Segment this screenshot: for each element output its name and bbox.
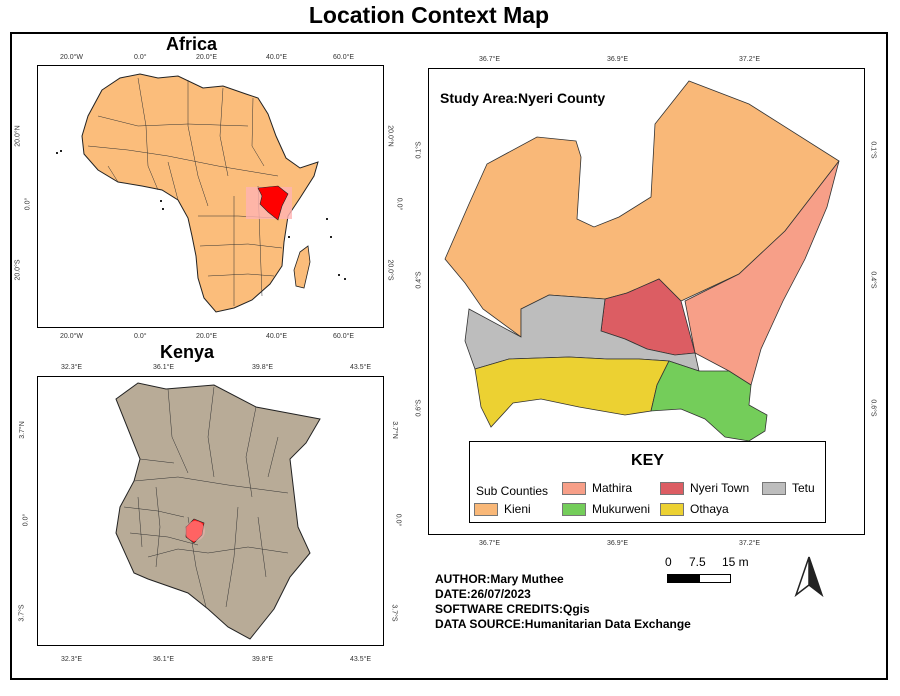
madagascar-island — [293, 245, 311, 289]
kenya-left-tick: 3.7°S — [18, 604, 26, 622]
africa-bottom-tick: 40.0°E — [266, 333, 288, 340]
legend-swatch — [660, 502, 684, 516]
kenya-top-tick: 32.3°E — [61, 364, 83, 371]
study-top-tick: 36.9°E — [607, 56, 629, 63]
page-title: Location Context Map — [308, 2, 550, 28]
kenya-right-tick: 0.0° — [394, 513, 402, 527]
africa-top-tick: 0.0° — [134, 54, 147, 61]
kenya-right-tick: 3.7°N — [390, 421, 398, 439]
africa-top-tick: 20.0°W — [60, 54, 84, 61]
africa-bottom-tick: 0.0° — [134, 333, 147, 340]
legend-heading-text: Sub Counties — [476, 484, 549, 498]
legend-label: Mukurweni — [592, 502, 651, 516]
africa-right-tick: 20.0°S — [386, 259, 394, 281]
legend-swatch — [474, 502, 498, 516]
legend-label: Nyeri Town — [690, 481, 750, 495]
legend-swatch — [562, 481, 586, 495]
nyeri-highlight — [185, 518, 205, 544]
kenya-bottom-tick: 43.5°E — [350, 656, 372, 663]
africa-map-svg — [56, 73, 346, 313]
africa-left-tick: 20.0°N — [14, 125, 22, 147]
nyeri-highlight-halo — [185, 521, 205, 541]
study-right-tick: 0.6°S — [869, 399, 877, 417]
legend-label: Mathira — [592, 481, 633, 495]
kenya-top-tick: 39.8°E — [252, 364, 274, 371]
legend-item: Nyeri Town — [660, 481, 749, 495]
legend-item: Kieni — [474, 502, 531, 516]
subcounty-othaya — [474, 356, 670, 428]
africa-top-tick: 20.0°E — [196, 54, 218, 61]
study-right-tick: 0.4°S — [869, 271, 877, 289]
africa-bottom-tick: 20.0°E — [196, 333, 218, 340]
legend-item: Othaya — [660, 502, 729, 516]
kenya-map-svg — [115, 382, 321, 640]
africa-right-tick: 0.0° — [395, 197, 403, 211]
study-bottom-tick: 36.9°E — [607, 540, 629, 547]
africa-left-tick: 0.0° — [24, 197, 32, 211]
kenya-map — [37, 376, 384, 646]
africa-left-tick: 20.0°S — [14, 259, 22, 281]
scale-label: 7.5 — [689, 555, 706, 569]
north-arrow-icon — [794, 556, 824, 597]
legend-item: Mukurweni — [562, 502, 650, 516]
legend-heading: Sub Counties — [476, 484, 548, 498]
africa-small-islands — [56, 150, 346, 280]
kenya-left-tick: 3.7°N — [18, 421, 26, 439]
legend-label: Kieni — [504, 502, 531, 516]
author-text: AUTHOR:Mary Muthee — [435, 572, 564, 586]
africa-bottom-tick: 20.0°W — [60, 333, 84, 340]
legend-label: Tetu — [792, 481, 815, 495]
software-credits-text: SOFTWARE CREDITS:Qgis — [435, 602, 590, 616]
legend-swatch — [562, 502, 586, 516]
scale-bar — [667, 574, 731, 583]
study-area-label: Study Area:Nyeri County — [440, 90, 606, 106]
study-area-svg — [444, 80, 840, 442]
africa-continent — [81, 73, 319, 313]
kenya-bottom-tick: 32.3°E — [61, 656, 83, 663]
study-top-tick: 36.7°E — [479, 56, 501, 63]
kenya-top-tick: 36.1°E — [153, 364, 175, 371]
africa-right-tick: 20.0°N — [386, 125, 394, 147]
kenya-county-borders — [123, 386, 289, 608]
study-left-tick: 0.6°S — [415, 399, 423, 417]
study-bottom-tick: 37.2°E — [739, 540, 761, 547]
africa-map — [37, 65, 384, 328]
kenya-left-tick: 0.0° — [22, 513, 30, 527]
legend-swatch — [762, 481, 786, 495]
study-left-tick: 0.4°S — [415, 271, 423, 289]
africa-top-tick: 60.0°E — [333, 54, 355, 61]
africa-top-tick: 40.0°E — [266, 54, 288, 61]
scale-label: 15 m — [722, 555, 749, 569]
kenya-highlight — [257, 185, 289, 221]
kenya-country — [115, 382, 321, 640]
legend-item: Tetu — [762, 481, 815, 495]
date-text: DATE:26/07/2023 — [435, 587, 531, 601]
subcounty-mukurweni — [650, 360, 768, 442]
kenya-bottom-tick: 39.8°E — [252, 656, 274, 663]
africa-map-title: Africa — [166, 34, 218, 54]
legend-label: Othaya — [690, 502, 729, 516]
legend-item: Mathira — [562, 481, 632, 495]
kenya-top-tick: 43.5°E — [350, 364, 372, 371]
legend-title: KEY — [631, 452, 664, 469]
study-right-tick: 0.1°S — [869, 141, 877, 159]
data-source-text: DATA SOURCE:Humanitarian Data Exchange — [435, 617, 691, 631]
layout-frame — [10, 32, 888, 680]
scale-label: 0 — [665, 555, 672, 569]
legend: KEY Sub Counties Mathira Nyeri Town Tetu… — [469, 441, 826, 523]
africa-bottom-tick: 60.0°E — [333, 333, 355, 340]
kenya-right-tick: 3.7°S — [390, 604, 398, 622]
study-top-tick: 37.2°E — [739, 56, 761, 63]
kenya-map-title: Kenya — [160, 342, 215, 362]
study-bottom-tick: 36.7°E — [479, 540, 501, 547]
legend-swatch — [660, 481, 684, 495]
study-left-tick: 0.1°S — [415, 141, 423, 159]
kenya-bottom-tick: 36.1°E — [153, 656, 175, 663]
